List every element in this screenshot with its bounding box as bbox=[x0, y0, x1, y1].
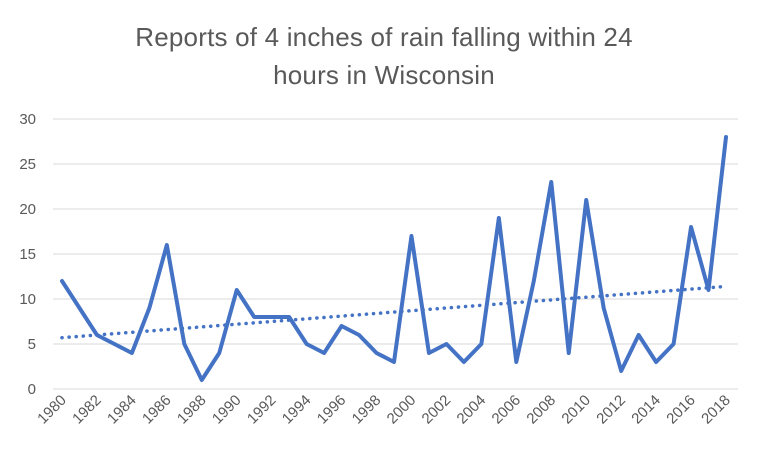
x-tick-label: 2012 bbox=[593, 392, 629, 428]
data-point bbox=[305, 342, 309, 346]
trendline bbox=[60, 284, 728, 340]
data-point bbox=[112, 342, 116, 346]
data-point bbox=[217, 351, 221, 355]
y-tick-label: 5 bbox=[28, 336, 36, 353]
data-point bbox=[567, 351, 571, 355]
x-tick-label: 2002 bbox=[419, 392, 455, 428]
x-tick-label: 1986 bbox=[139, 392, 175, 428]
x-tick-label: 2004 bbox=[454, 392, 490, 428]
chart-title-line-1: Reports of 4 inches of rain falling with… bbox=[135, 22, 633, 52]
x-tick-label: 2008 bbox=[523, 392, 559, 428]
data-point bbox=[322, 351, 326, 355]
data-point bbox=[357, 333, 361, 337]
series-group bbox=[60, 135, 728, 382]
data-point bbox=[462, 360, 466, 364]
data-point bbox=[584, 198, 588, 202]
data-point bbox=[340, 324, 344, 328]
series-line-0 bbox=[60, 135, 728, 382]
x-tick-label: 1980 bbox=[34, 392, 70, 428]
data-point bbox=[165, 243, 169, 247]
x-axis-tick-labels: 1980 1982 1984 1986 1988 1990 1992 1994 1996 1998… bbox=[34, 392, 734, 428]
data-point bbox=[672, 342, 676, 346]
data-point bbox=[147, 306, 151, 310]
x-tick-label: 2000 bbox=[384, 392, 420, 428]
x-tick-label: 2006 bbox=[489, 392, 525, 428]
gridlines bbox=[53, 118, 738, 390]
data-point bbox=[235, 288, 239, 292]
data-point bbox=[724, 135, 728, 139]
y-tick-label: 0 bbox=[28, 381, 36, 398]
x-tick-label: 2016 bbox=[663, 392, 699, 428]
data-point bbox=[514, 360, 518, 364]
data-point bbox=[444, 342, 448, 346]
chart-title-line-2: hours in Wisconsin bbox=[273, 60, 495, 90]
x-tick-label: 2018 bbox=[698, 392, 734, 428]
data-point bbox=[77, 306, 81, 310]
x-tick-label: 1996 bbox=[314, 392, 350, 428]
y-tick-label: 15 bbox=[19, 246, 36, 263]
data-point bbox=[619, 369, 623, 373]
data-point bbox=[637, 333, 641, 337]
x-tick-label: 1982 bbox=[69, 392, 105, 428]
data-point bbox=[375, 351, 379, 355]
data-point bbox=[182, 342, 186, 346]
y-tick-label: 20 bbox=[19, 201, 36, 218]
data-point bbox=[60, 279, 64, 283]
data-point bbox=[689, 225, 693, 229]
data-point bbox=[252, 315, 256, 319]
y-tick-label: 30 bbox=[19, 111, 36, 128]
x-tick-label: 1988 bbox=[174, 392, 210, 428]
y-tick-label: 25 bbox=[19, 156, 36, 173]
data-point bbox=[532, 279, 536, 283]
x-tick-label: 1990 bbox=[209, 392, 245, 428]
data-point bbox=[479, 342, 483, 346]
data-point bbox=[602, 306, 606, 310]
data-point bbox=[130, 351, 134, 355]
y-axis-tick-labels: 0 5 10 15 20 25 30 bbox=[19, 111, 36, 398]
data-point bbox=[270, 315, 274, 319]
x-tick-label: 1984 bbox=[104, 392, 140, 428]
data-point bbox=[200, 378, 204, 382]
y-tick-label: 10 bbox=[19, 291, 36, 308]
data-point bbox=[427, 351, 431, 355]
data-point bbox=[654, 360, 658, 364]
chart-title: Reports of 4 inches of rain falling with… bbox=[0, 18, 768, 94]
data-point bbox=[287, 315, 291, 319]
data-point bbox=[409, 234, 413, 238]
data-point bbox=[549, 180, 553, 184]
x-tick-label: 1998 bbox=[349, 392, 385, 428]
x-tick-label: 1994 bbox=[279, 392, 315, 428]
data-point bbox=[497, 216, 501, 220]
x-tick-label: 2010 bbox=[558, 392, 594, 428]
data-point bbox=[95, 333, 99, 337]
data-point bbox=[392, 360, 396, 364]
trendline-group bbox=[60, 284, 728, 340]
data-point bbox=[707, 288, 711, 292]
x-tick-label: 2014 bbox=[628, 392, 664, 428]
x-tick-label: 1992 bbox=[244, 392, 280, 428]
